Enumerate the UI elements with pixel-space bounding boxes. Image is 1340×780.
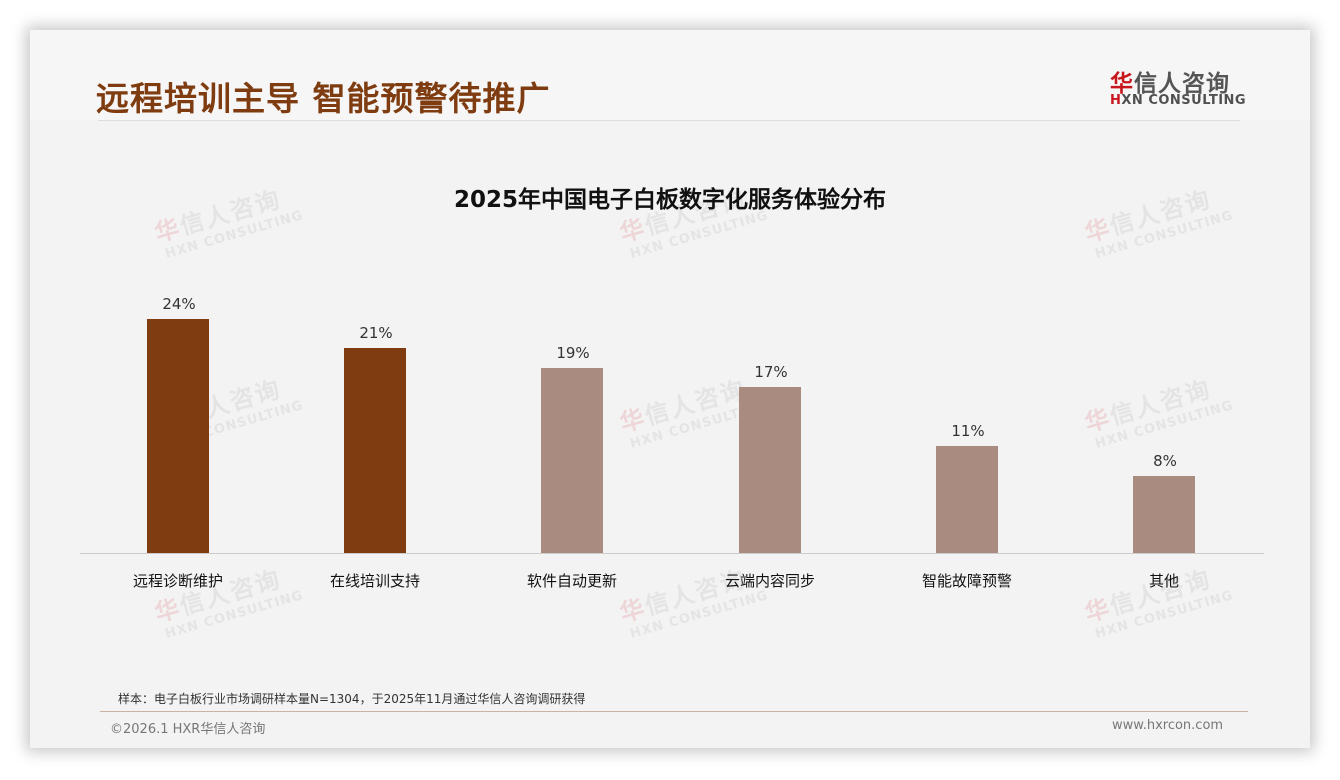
bar-group: 11% xyxy=(878,260,1058,554)
bar-group: 24% xyxy=(89,260,269,554)
category-label: 其他 xyxy=(1148,572,1179,590)
header-band xyxy=(30,30,1310,120)
category-label: 软件自动更新 xyxy=(526,572,617,590)
bar xyxy=(541,368,603,554)
website-text: www.hxrcon.com xyxy=(1112,718,1224,733)
x-axis-line xyxy=(80,553,1264,554)
logo-english: HXN CONSULTING xyxy=(1110,93,1246,108)
bar-group: 17% xyxy=(681,260,861,554)
copyright-text: ©2026.1 HXR华信人咨询 xyxy=(110,722,266,737)
category-label: 智能故障预警 xyxy=(921,572,1012,590)
bar xyxy=(739,387,801,554)
bar-group: 8% xyxy=(1075,260,1255,554)
bar-value-label: 19% xyxy=(556,344,590,362)
bar-value-label: 21% xyxy=(359,324,393,342)
bar-value-label: 8% xyxy=(1153,452,1177,470)
logo-mark-char: 华 xyxy=(1110,71,1134,97)
category-label: 在线培训支持 xyxy=(329,572,420,590)
logo-en-text: XN CONSULTING xyxy=(1121,93,1247,108)
category-label: 云端内容同步 xyxy=(724,572,815,590)
bar-value-label: 17% xyxy=(754,363,788,381)
footer-divider xyxy=(100,711,1248,712)
bar xyxy=(147,319,209,554)
page-title: 远程培训主导 智能预警待推广 xyxy=(96,79,551,118)
sample-footnote: 样本：电子白板行业市场调研样本量N=1304，于2025年11月通过华信人咨询调… xyxy=(118,692,586,706)
logo-name-text: 信人咨询 xyxy=(1134,71,1230,97)
title-divider xyxy=(98,120,1240,121)
company-logo: 华信人咨询 HXN CONSULTING xyxy=(1110,64,1250,114)
bar-group: 21% xyxy=(286,260,466,554)
bar xyxy=(1133,476,1195,554)
bar-group: 19% xyxy=(483,260,663,554)
logo-chinese: 华信人咨询 xyxy=(1110,64,1230,98)
logo-en-mark: H xyxy=(1110,93,1122,108)
bar-value-label: 24% xyxy=(162,295,196,313)
bar-chart-plot: 24% 21% 19% 17% 11% 8% xyxy=(80,260,1264,554)
slide: 远程培训主导 智能预警待推广 华信人咨询 HXN CONSULTING 华信人咨… xyxy=(30,30,1310,748)
bar xyxy=(344,348,406,554)
chart-title: 2025年中国电子白板数字化服务体验分布 xyxy=(453,187,886,213)
bar-value-label: 11% xyxy=(951,422,985,440)
category-label: 远程诊断维护 xyxy=(132,572,223,590)
bar xyxy=(936,446,998,554)
